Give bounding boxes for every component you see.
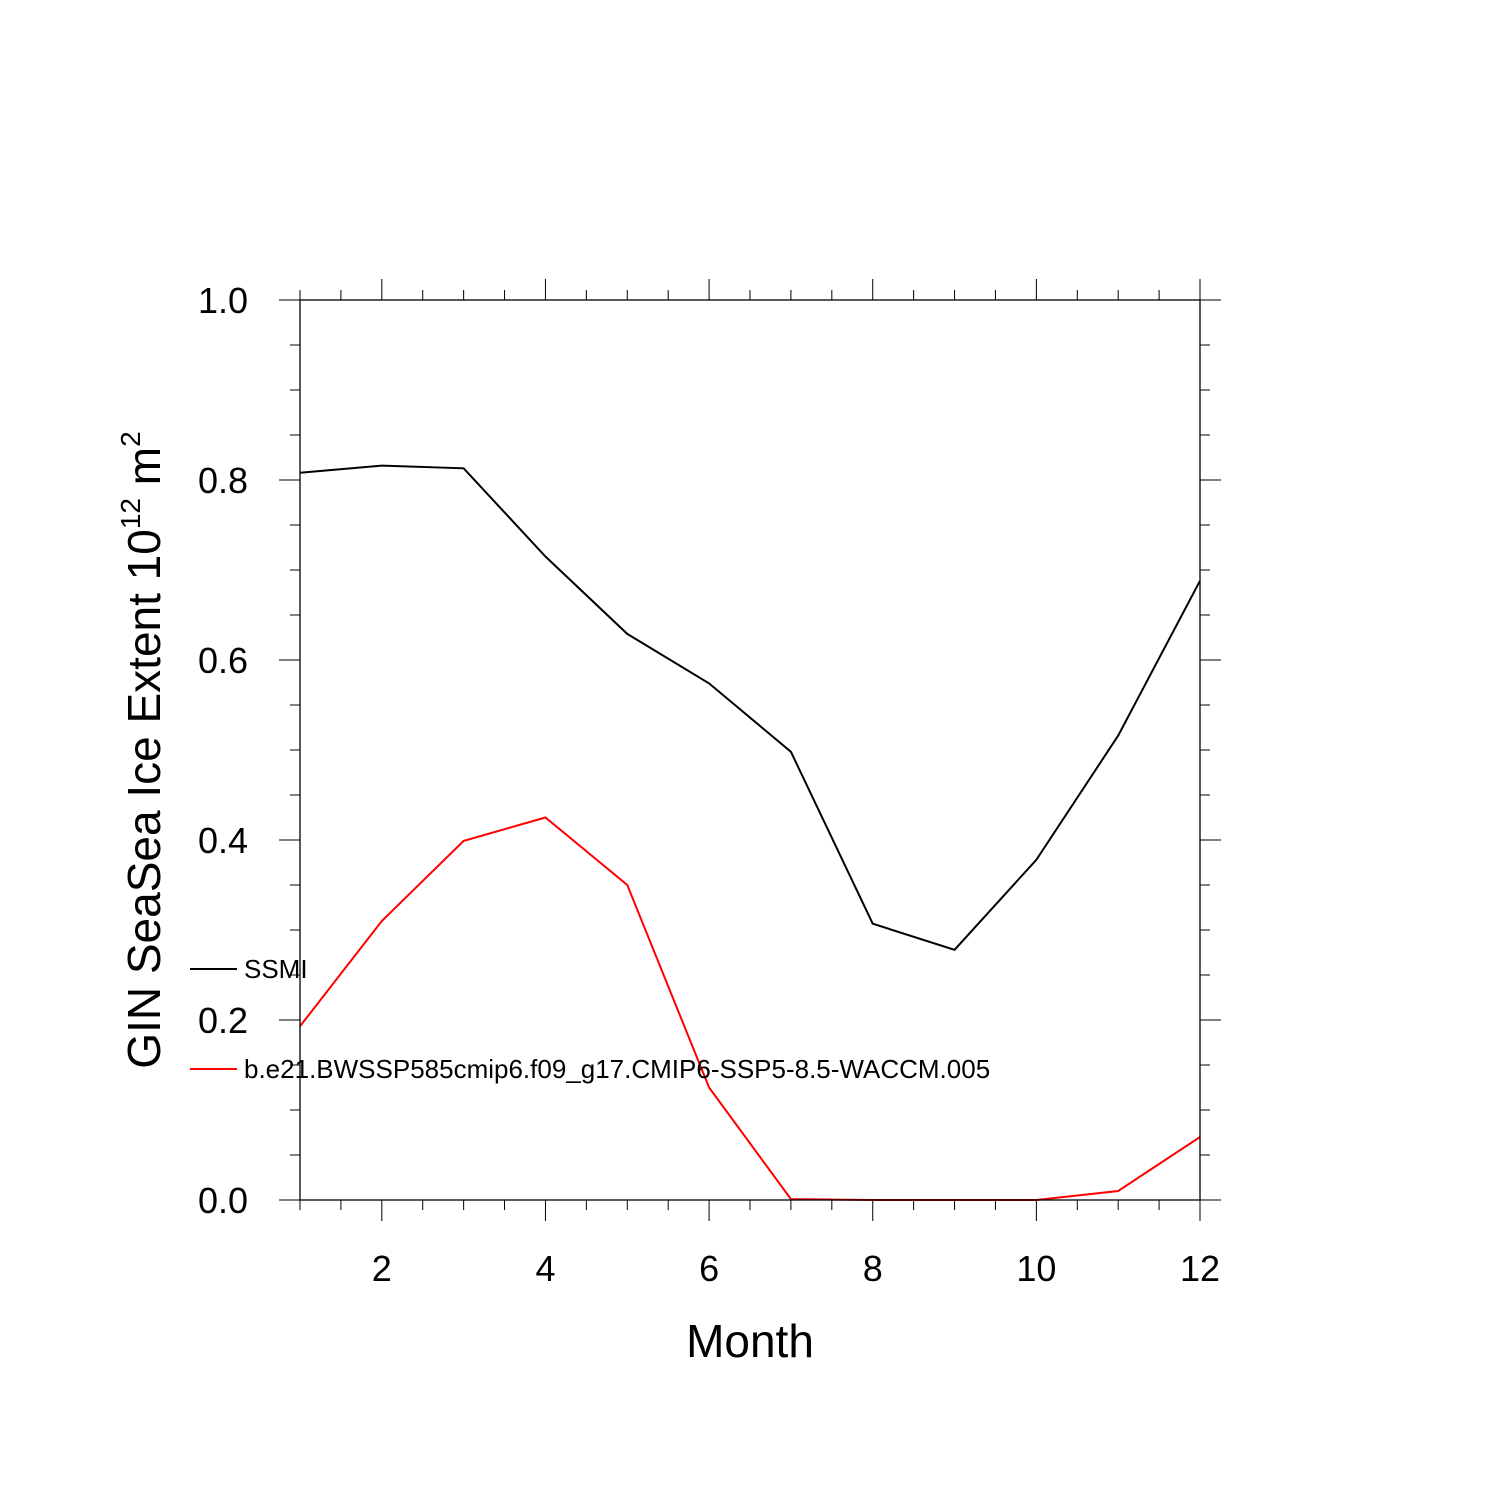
y-axis-title-unit-exponent: 2	[115, 431, 146, 447]
legend-label-1: b.e21.BWSSP585cmip6.f09_g17.CMIP6-SSP5-8…	[244, 1054, 990, 1084]
y-tick-label: 0.2	[198, 1000, 248, 1041]
y-axis-title-unit: m	[118, 447, 170, 498]
y-axis-title: GIN SeaSea Ice Extent 1012 m2	[115, 431, 170, 1068]
y-tick-label: 1.0	[198, 280, 248, 321]
y-axis-title-exponent: 12	[115, 498, 146, 529]
series-lines	[299, 464, 1201, 1201]
y-tick-label: 0.4	[198, 820, 248, 861]
y-axis-title-main: GIN SeaSea Ice Extent 10	[118, 529, 170, 1069]
y-tick-label: 0.6	[198, 640, 248, 681]
legend-label-0: SSMI	[244, 954, 308, 984]
x-tick-label: 8	[863, 1248, 883, 1289]
plot-frame	[299, 299, 1201, 1201]
y-tick-label: 0.0	[198, 1180, 248, 1221]
x-tick-label: 10	[1016, 1248, 1056, 1289]
x-axis-title: Month	[686, 1315, 814, 1367]
x-tick-label: 12	[1180, 1248, 1220, 1289]
x-tick-label: 4	[535, 1248, 555, 1289]
series-line-0	[299, 464, 1201, 951]
axis-ticks	[279, 279, 1221, 1221]
x-tick-label: 6	[699, 1248, 719, 1289]
y-tick-label: 0.8	[198, 460, 248, 501]
legend: SSMI b.e21.BWSSP585cmip6.f09_g17.CMIP6-SS…	[190, 954, 990, 1084]
series-line-1	[299, 816, 1201, 1201]
x-tick-label: 2	[372, 1248, 392, 1289]
tick-labels: 2 4 6 8 10 12 0.0 0.2 0.4 0.6 0.8 1.0	[198, 280, 1220, 1289]
